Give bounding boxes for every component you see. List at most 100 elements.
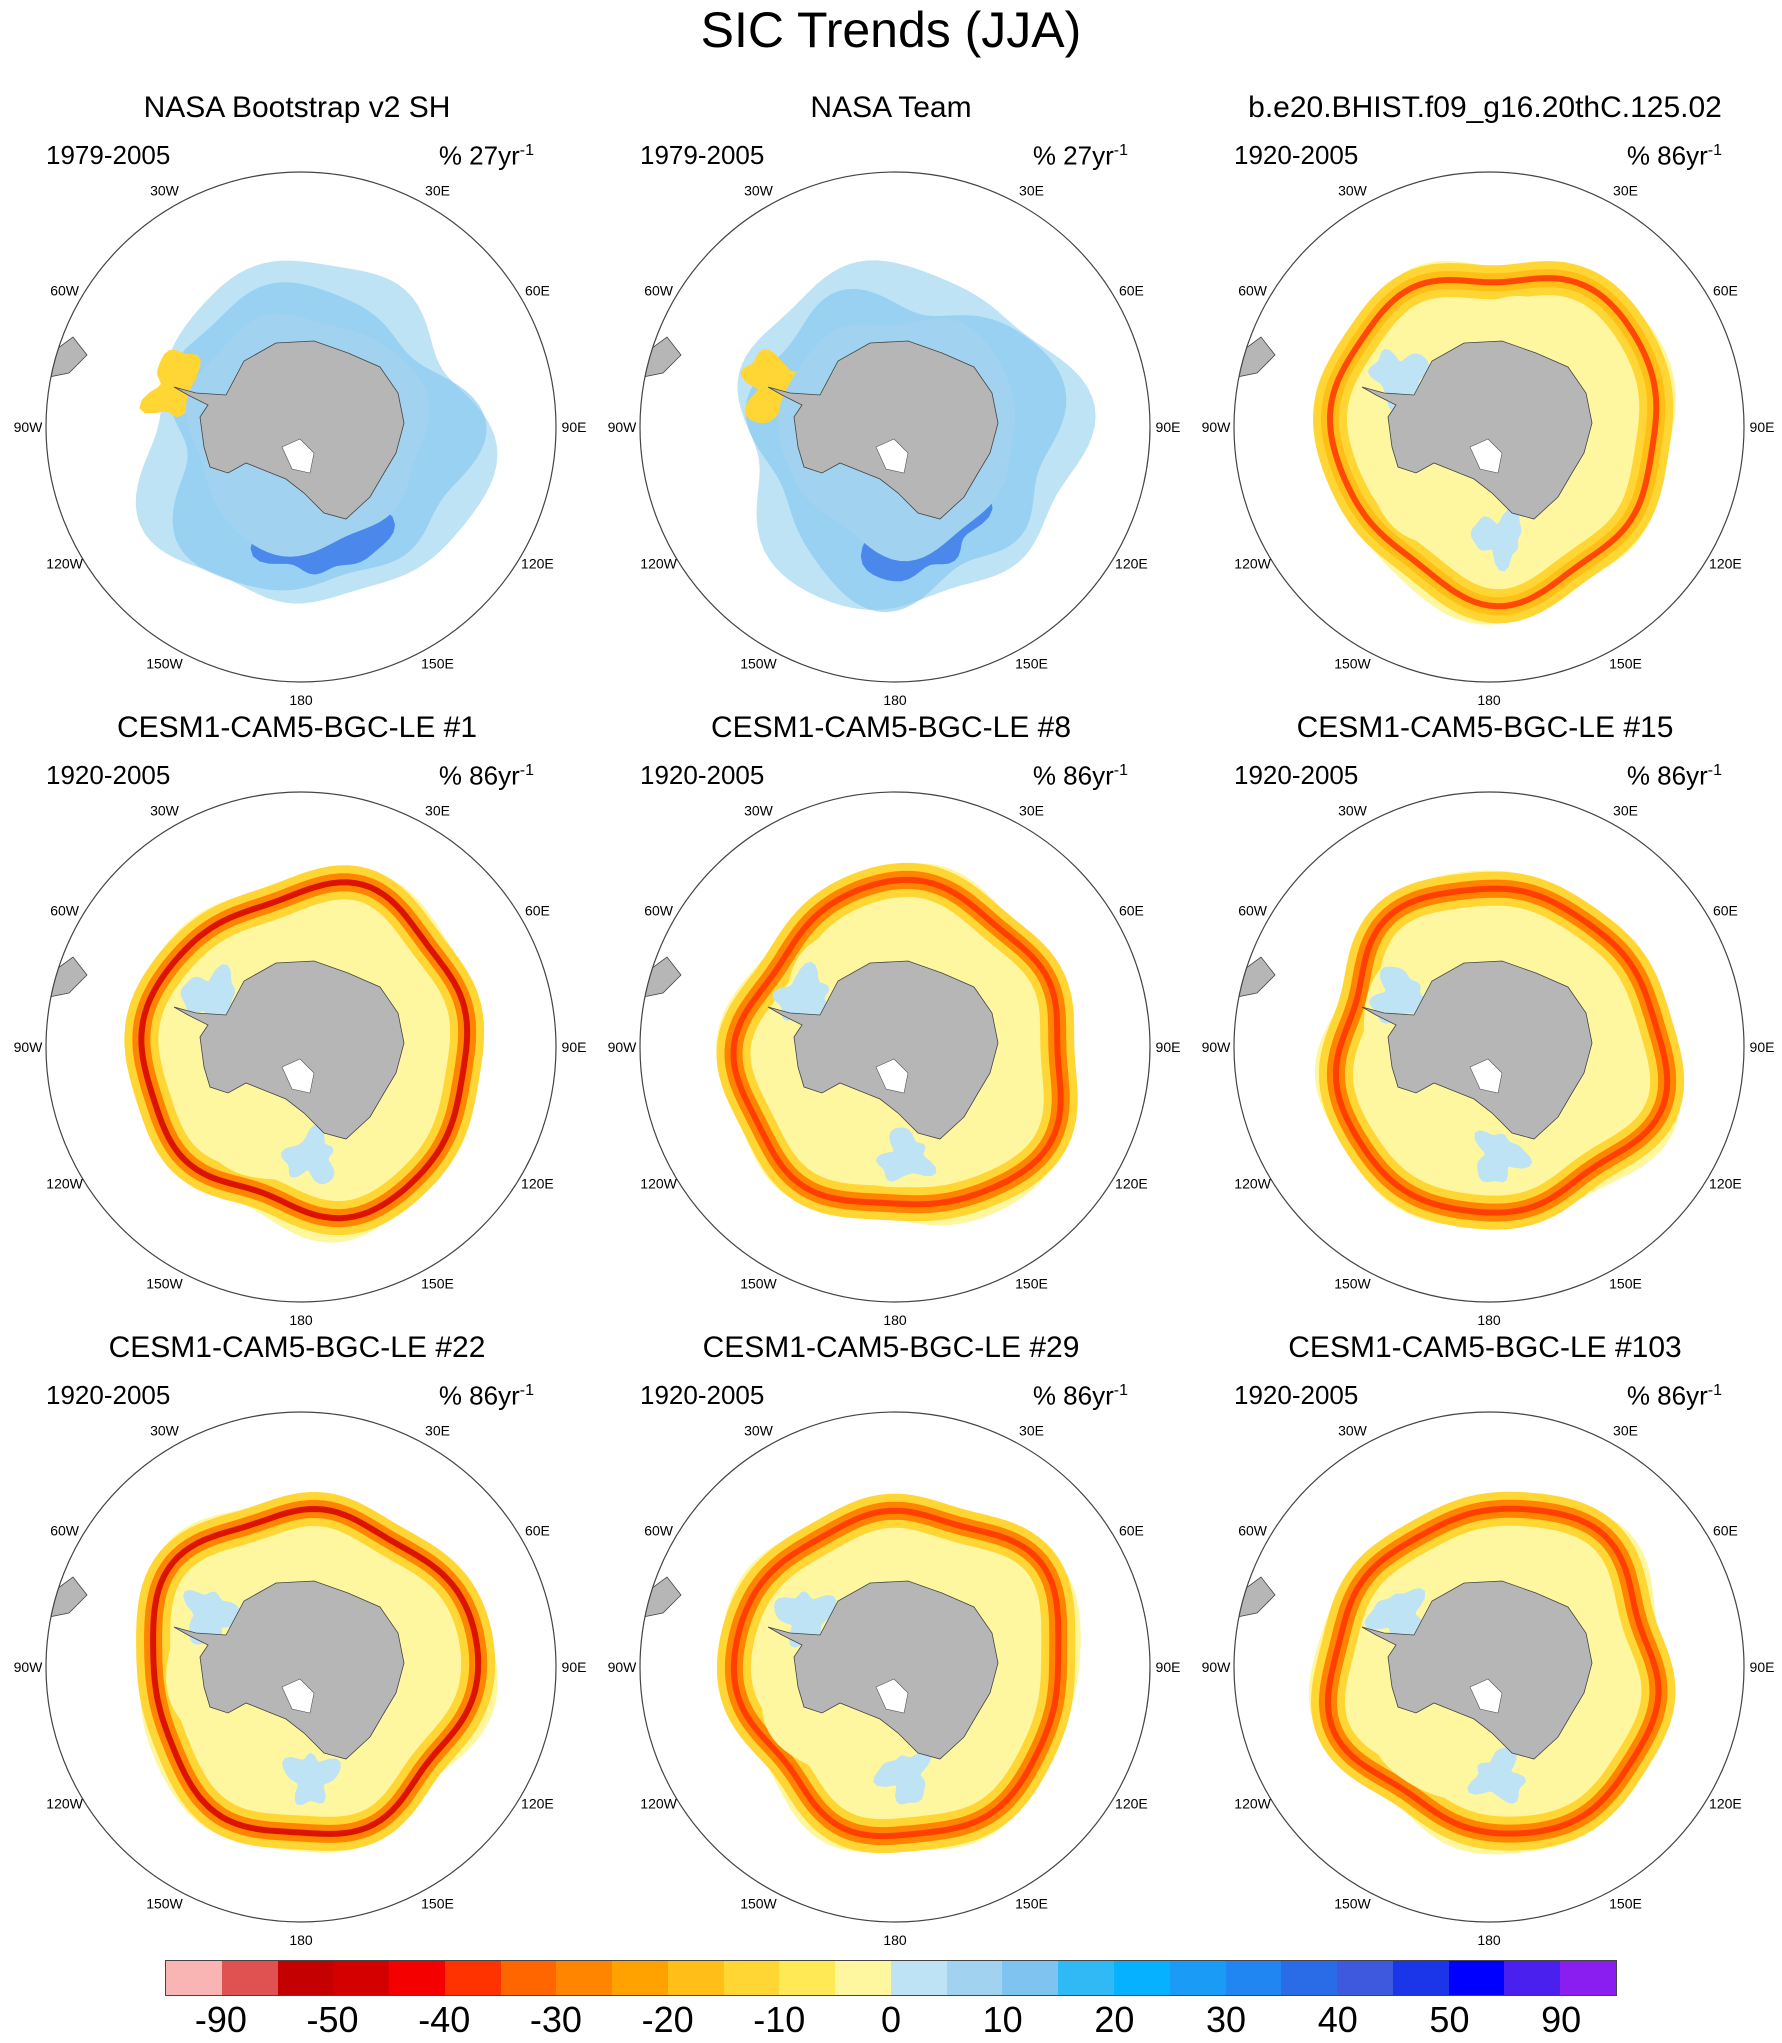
increase-patch [282, 1752, 341, 1805]
longitude-label: 90W [608, 1659, 638, 1675]
longitude-label: 180 [883, 692, 907, 708]
longitude-label: 30W [150, 803, 180, 819]
units-text: % 86yr [1626, 1380, 1708, 1411]
increase-patch [1364, 1587, 1425, 1646]
longitude-label: 150E [1609, 655, 1642, 671]
longitude-label: 150E [1609, 1895, 1642, 1911]
longitude-label: 30W [150, 183, 180, 199]
increase-patch [183, 1590, 245, 1646]
panel-units: % 86yr-1 [439, 1376, 534, 1411]
units-text: % 86yr [1032, 1380, 1114, 1411]
longitude-label: 120W [1234, 556, 1271, 572]
units-exponent: -1 [519, 1382, 534, 1399]
units-exponent: -1 [1113, 1382, 1128, 1399]
longitude-label: 90W [1202, 1039, 1232, 1055]
longitude-label: 150W [146, 655, 183, 671]
map-boundary [45, 171, 557, 683]
longitude-label: 30E [1613, 803, 1638, 819]
longitude-label: 30W [744, 1423, 774, 1439]
longitude-label: 150E [421, 655, 454, 671]
colorbar-tick-label: 10 [982, 1999, 1023, 2040]
panel-title: b.e20.BHIST.f09_g16.20thC.125.02 [1248, 91, 1722, 124]
map-svg: 030E60E90E120E150E180150W120W90W60W30W [608, 171, 1180, 708]
colorbar-tick-label: 40 [1317, 1999, 1358, 2040]
units-exponent: -1 [519, 762, 534, 779]
negative-trend-patch [740, 349, 822, 424]
colorbar-box [1504, 1961, 1561, 1995]
colorbar-box [667, 1961, 724, 1995]
longitude-label: 30W [1338, 803, 1368, 819]
colorbar-box [723, 1961, 780, 1995]
longitude-label: 90W [14, 419, 44, 435]
map-svg: 030E60E90E120E150E180150W120W90W60W30W [608, 791, 1181, 1328]
increase-patch [772, 961, 832, 1024]
colorbar-box [221, 1961, 278, 1995]
panel-period: 1920-2005 [1234, 1380, 1359, 1410]
panel-title: CESM1-CAM5-BGC-LE #15 [1296, 711, 1674, 744]
longitude-label: 120E [1115, 1796, 1148, 1812]
colorbar-box [1058, 1961, 1115, 1995]
colorbar-box [500, 1961, 557, 1995]
longitude-label: 30E [1019, 803, 1044, 819]
longitude-label: 60W [1238, 903, 1268, 919]
colorbar-box [1225, 1961, 1282, 1995]
longitude-label: 120W [640, 1176, 677, 1192]
map-boundary [1233, 1411, 1745, 1923]
colorbar-box [1114, 1961, 1170, 1995]
increase-patch [1474, 1130, 1533, 1183]
longitude-label: 60W [644, 903, 674, 919]
longitude-label: 60E [1119, 283, 1144, 299]
longitude-label: 150E [1015, 1895, 1048, 1911]
units-exponent: -1 [1707, 1382, 1722, 1399]
colorbar-tick-label: -30 [529, 1999, 582, 2040]
increase-patch [1467, 1747, 1526, 1804]
longitude-label: 30E [1613, 1423, 1638, 1439]
ice-shelf [281, 1678, 315, 1714]
colorbar-box [1560, 1961, 1616, 1995]
longitude-label: 90W [1202, 1659, 1232, 1675]
colorbar-box [835, 1961, 891, 1995]
panel-period: 1979-2005 [640, 140, 765, 170]
units-text: % 27yr [438, 140, 520, 171]
panel-title: NASA Bootstrap v2 SH [143, 91, 451, 124]
longitude-label: 60E [1119, 903, 1144, 919]
panel-units: % 86yr-1 [1627, 756, 1722, 791]
decline-ring-core [1326, 275, 1660, 610]
longitude-label: 30E [1019, 183, 1044, 199]
longitude-label: 120W [1234, 1796, 1271, 1812]
ice-shelf [281, 1058, 315, 1094]
colorbar-tick-label: 90 [1541, 1999, 1582, 2040]
longitude-label: 150W [1334, 1895, 1371, 1911]
antarctica-landmass [767, 960, 999, 1140]
longitude-label: 30E [1019, 1423, 1044, 1439]
colorbar-tick-label: 20 [1094, 1999, 1135, 2040]
colorbar-box [1281, 1961, 1338, 1995]
panel-period: 1920-2005 [1234, 760, 1359, 790]
longitude-label: 60W [50, 283, 80, 299]
longitude-label: 30E [425, 183, 450, 199]
map-boundary [1233, 171, 1745, 683]
longitude-label: 60E [1713, 283, 1738, 299]
units-text: % 27yr [1032, 140, 1114, 171]
longitude-label: 150W [146, 1895, 183, 1911]
map-boundary [1233, 791, 1745, 1303]
trend-field [640, 260, 1096, 613]
units-exponent: -1 [1113, 142, 1128, 159]
map-svg: 030E60E90E120E150E180150W120W90W60W30W [14, 1411, 586, 1948]
longitude-label: 120E [1709, 1176, 1742, 1192]
longitude-label: 30W [744, 803, 774, 819]
antarctica-landmass [173, 960, 405, 1140]
longitude-label: 150W [740, 655, 777, 671]
colorbar-box [277, 1961, 334, 1995]
longitude-label: 180 [1477, 692, 1501, 708]
longitude-label: 90E [1156, 1039, 1181, 1055]
panel-units: % 86yr-1 [1033, 756, 1128, 791]
panel-title: CESM1-CAM5-BGC-LE #8 [710, 711, 1072, 744]
